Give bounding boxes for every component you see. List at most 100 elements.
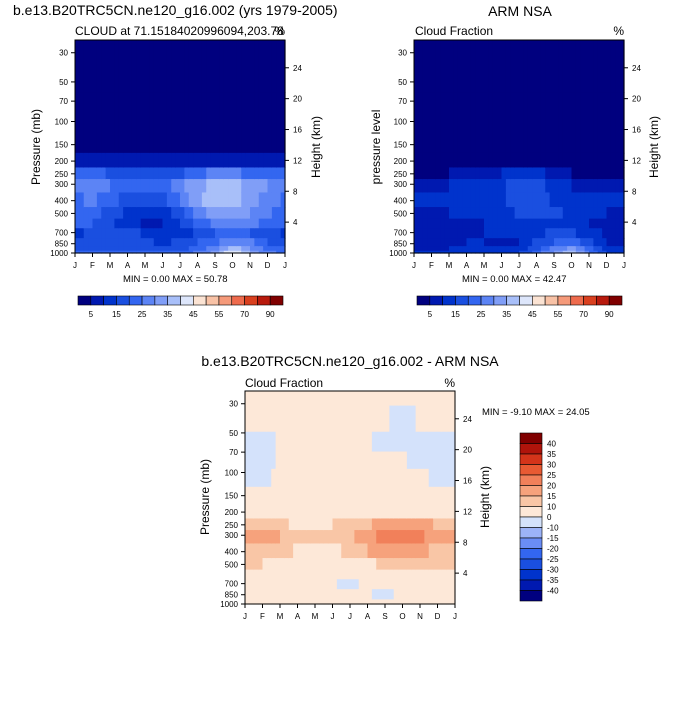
heatmap-cell (411, 518, 417, 531)
heatmap-cell (96, 167, 102, 180)
heatmap-cell (606, 152, 612, 169)
heatmap-cell (250, 179, 255, 194)
colorbar-box (90, 295, 104, 306)
heatmap-cell (83, 218, 89, 229)
heatmap-cell (418, 179, 424, 194)
heatmap-cell (96, 207, 102, 220)
heatmap-cell (197, 228, 203, 239)
heatmap-cell (363, 503, 369, 520)
heatmap-cell (431, 218, 437, 229)
heatmap-cell (215, 179, 220, 194)
heatmap-cell (323, 518, 329, 531)
heatmap-cell (131, 218, 137, 229)
heatmap-cell (558, 152, 564, 169)
heatmap-cell (619, 207, 625, 220)
colorbar-box (519, 537, 543, 549)
heatmap-cell (301, 431, 307, 453)
heatmap-cell (105, 192, 111, 208)
heatmap-cell (462, 246, 468, 252)
heatmap-cell (619, 152, 625, 169)
heatmap-cell (175, 207, 181, 220)
heatmap-cell (127, 218, 133, 229)
heatmap-cell (488, 246, 494, 252)
heatmap-cell (323, 391, 329, 407)
heatmap-cell (180, 238, 185, 247)
heatmap-cell (422, 152, 428, 169)
heatmap-cell (101, 167, 107, 180)
heatmap-cell (437, 589, 443, 600)
heatmap-cell (271, 589, 277, 600)
heatmap-cell (406, 599, 412, 605)
heatmap-cell (350, 405, 355, 433)
heatmap-cell (310, 579, 316, 590)
heatmap-cell (162, 246, 168, 252)
x-tick-label: O (229, 261, 235, 270)
heatmap-cell (206, 250, 212, 254)
heatmap-cell (437, 579, 443, 590)
x-tick-label: N (417, 612, 423, 621)
heatmap-cell (341, 468, 347, 488)
heatmap-cell (376, 391, 382, 407)
heatmap-cell (441, 503, 447, 520)
heatmap-cell (415, 486, 421, 505)
heatmap-cell (393, 599, 399, 605)
heatmap-cell (484, 152, 489, 169)
heatmap-cell (206, 246, 212, 252)
heatmap-cell (380, 391, 386, 407)
heatmap-cell (249, 569, 255, 580)
heatmap-cell (245, 40, 251, 93)
heatmap-cell (271, 530, 277, 545)
heatmap-cell (584, 228, 590, 239)
heatmap-cell (140, 179, 146, 194)
heatmap-cell (271, 179, 277, 194)
heatmap-cell (371, 503, 377, 520)
x-tick-label: J (331, 612, 335, 621)
heatmap-cell (336, 468, 342, 488)
heatmap-cell (358, 543, 364, 559)
heatmap-cell (288, 486, 294, 505)
heatmap-cell (310, 405, 316, 433)
heatmap-cell (75, 167, 80, 180)
heatmap-cell (114, 218, 120, 229)
heatmap-cell (488, 152, 494, 169)
heatmap-cell (411, 431, 417, 453)
heatmap-cell (253, 558, 259, 571)
heatmap-cell (571, 228, 577, 239)
heatmap-cell (267, 167, 273, 180)
colorbar-box (141, 295, 156, 306)
heatmap-cell (79, 246, 85, 252)
heatmap-cell (532, 238, 538, 247)
heatmap-cell (441, 451, 447, 470)
heatmap-cell (266, 468, 272, 488)
panel1-ylabel: Pressure (mb) (29, 109, 43, 185)
heatmap-cell (79, 250, 85, 254)
heatmap-cell (136, 167, 142, 180)
heatmap-cell (210, 167, 216, 180)
heatmap-cell (275, 391, 281, 407)
heatmap-cell (219, 179, 225, 194)
heatmap-cell (424, 503, 430, 520)
heatmap-cell (140, 250, 146, 254)
heatmap-cell (197, 167, 203, 180)
heatmap-cell (215, 250, 220, 254)
colorbar-label: 55 (214, 310, 223, 319)
heatmap-cell (450, 599, 456, 605)
heatmap-cell (437, 451, 443, 470)
heatmap-cell (589, 167, 594, 180)
heatmap-cell (602, 246, 608, 252)
heatmap-cell (420, 543, 425, 559)
panel1-heatmap (75, 40, 286, 254)
heatmap-cell (385, 486, 390, 505)
heatmap-cell (532, 152, 538, 169)
heatmap-cell (245, 92, 251, 154)
heatmap-cell (371, 405, 377, 433)
heatmap-cell (420, 468, 425, 488)
x-tick-label: A (195, 261, 201, 270)
heatmap-cell (428, 569, 434, 580)
heatmap-cell (536, 228, 542, 239)
heatmap-cell (310, 569, 316, 580)
heatmap-cell (271, 569, 277, 580)
heatmap-cell (549, 218, 555, 229)
heatmap-cell (336, 589, 342, 600)
heatmap-cell (301, 518, 307, 531)
